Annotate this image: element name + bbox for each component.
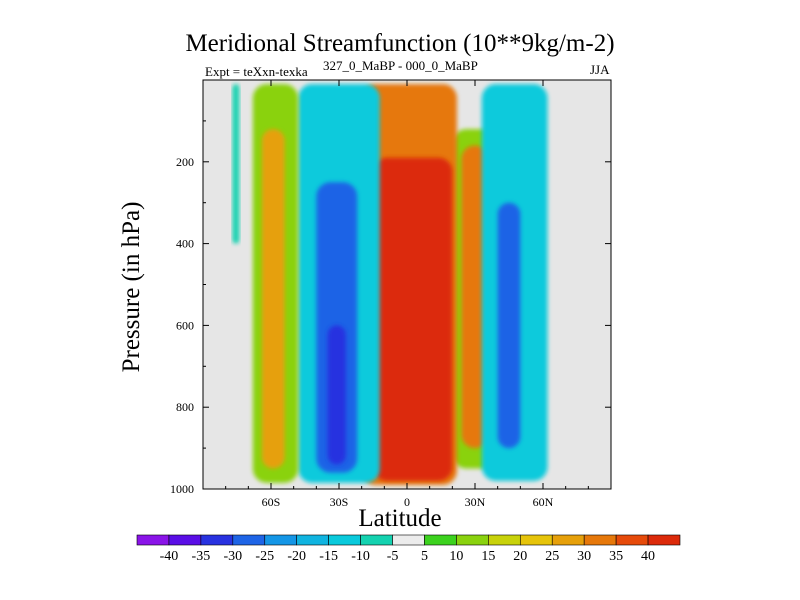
colorbar-label: -5 <box>387 549 399 564</box>
experiment-difference-label: 327_0_MaBP - 000_0_MaBP <box>323 58 478 73</box>
colorbar-label: -25 <box>255 549 274 564</box>
x-tick-label: 0 <box>404 495 410 509</box>
colorbar-box <box>615 534 649 546</box>
colorbar-box <box>168 534 202 546</box>
colorbar-label: -30 <box>223 549 242 564</box>
chart-title: Meridional Streamfunction (10**9kg/m-2) <box>185 30 615 57</box>
colorbar-box <box>232 534 266 546</box>
colorbar-box <box>551 534 585 546</box>
axes: 60S 30S 0 30N 60N 200 400 600 800 1000 <box>170 80 611 509</box>
colorbar-label: 20 <box>513 549 527 564</box>
colorbar-label: 40 <box>641 549 655 564</box>
colorbar-box <box>647 534 681 546</box>
colorbar-box <box>360 534 393 546</box>
colorbar-label: 25 <box>545 549 559 564</box>
contour-cell-southern-polar-streak <box>232 84 240 244</box>
colorbar-label: 10 <box>449 549 463 564</box>
colorbar-box <box>328 534 361 546</box>
colorbar-box <box>583 534 617 546</box>
colorbar-box <box>296 534 329 546</box>
y-tick-label: 200 <box>176 155 194 169</box>
colorbar-box <box>200 534 234 546</box>
colorbar-label: -15 <box>319 549 338 564</box>
colorbar-box <box>136 534 170 546</box>
y-tick-label: 1000 <box>170 482 194 496</box>
colorbar-label: -35 <box>192 549 211 564</box>
y-tick-label: 600 <box>176 318 194 332</box>
colorbar-box <box>264 534 298 546</box>
colorbar-label: 15 <box>481 549 495 564</box>
experiment-label: Expt = teXxn-texka <box>205 64 308 79</box>
y-tick-label: 800 <box>176 400 194 414</box>
x-tick-label: 60N <box>533 495 554 509</box>
contour-cell-ferrel-cell-south-center <box>327 325 346 465</box>
colorbar-label: -10 <box>351 549 370 564</box>
contour-field <box>232 84 548 485</box>
x-axis-title: Latitude <box>358 505 442 532</box>
season-label: JJA <box>590 62 610 77</box>
colorbar-box <box>392 534 425 546</box>
colorbar-box <box>488 534 521 546</box>
contour-cell-polar-cell-south-core <box>261 129 285 469</box>
colorbar-label: 5 <box>421 549 428 564</box>
colorbar-box <box>424 534 457 546</box>
colorbar-label: -40 <box>160 549 179 564</box>
colorbar-label: -20 <box>287 549 306 564</box>
x-tick-label: 30S <box>330 495 349 509</box>
colorbar-box <box>519 534 553 546</box>
colorbar-label: 35 <box>609 549 623 564</box>
contour-cell-ferrel-cell-north-core <box>497 202 521 449</box>
colorbar-box <box>456 534 489 546</box>
x-tick-label: 30N <box>465 495 486 509</box>
colorbar: -40 -35 -30 -25 -20 -15 -10 -5 5 10 15 20 25 30 35 40 <box>136 534 681 564</box>
contour-cell-hadley-cell-core <box>373 157 453 481</box>
colorbar-label: 30 <box>577 549 591 564</box>
y-tick-label: 400 <box>176 237 194 251</box>
x-tick-label: 60S <box>262 495 281 509</box>
